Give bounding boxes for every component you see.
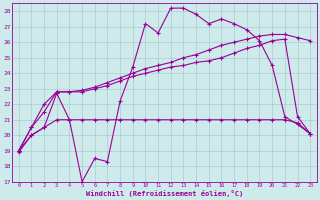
X-axis label: Windchill (Refroidissement éolien,°C): Windchill (Refroidissement éolien,°C) bbox=[86, 190, 243, 197]
